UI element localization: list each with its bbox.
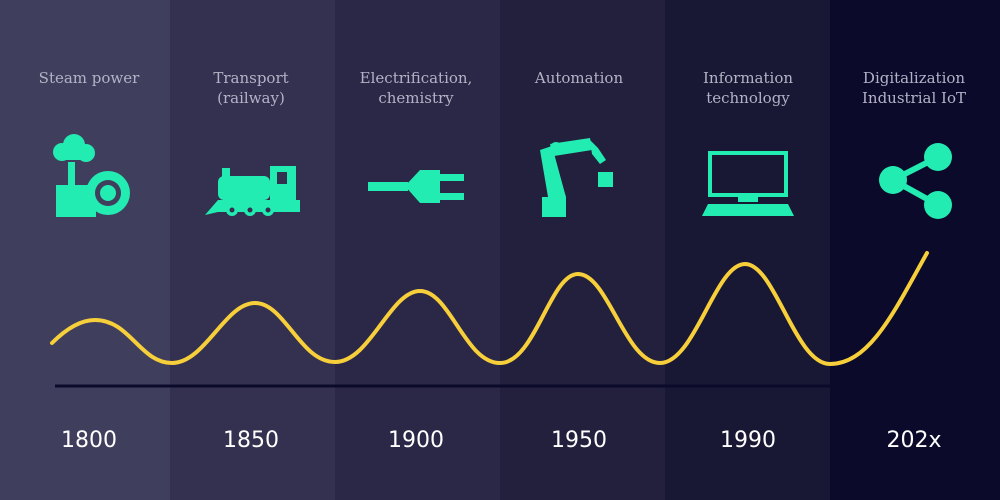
era-label: chemistry [378,89,454,107]
column-bg [500,0,665,500]
year-label: 1800 [61,428,117,453]
column-bg [830,0,1000,500]
icon-train [205,166,300,216]
icon-share [879,143,952,219]
era-label: Digitalization [863,69,965,87]
era-label: Industrial IoT [862,89,966,107]
era-label: (railway) [217,89,285,107]
icon-steam [53,134,130,217]
icon-plug [368,170,464,203]
column-bg [665,0,830,500]
year-label: 1850 [223,428,279,453]
column-bg [335,0,500,500]
year-label: 1900 [388,428,444,453]
icon-robot [540,138,613,217]
year-label: 202x [886,428,941,453]
era-label: Automation [534,69,624,87]
wave [50,251,929,367]
era-label: Information [703,69,793,87]
era-label: Electrification, [360,69,473,87]
era-label: technology [706,89,790,107]
year-label: 1990 [720,428,776,453]
column-bg [0,0,170,500]
column-bg [170,0,335,500]
year-label: 1950 [551,428,607,453]
era-label: Transport [213,69,288,87]
icon-computer [702,151,794,216]
era-label: Steam power [39,69,140,87]
